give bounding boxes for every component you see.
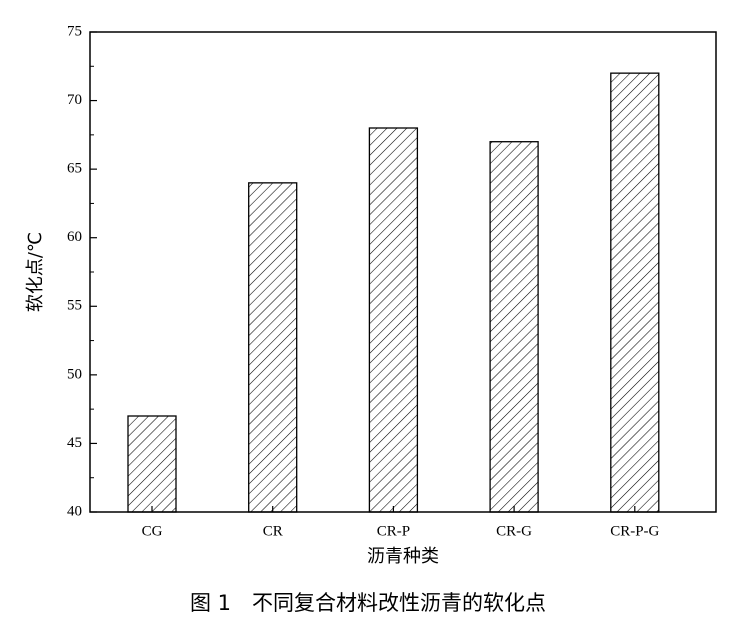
bar (127, 415, 177, 513)
caption: 图 1 不同复合材料改性沥青的软化点 (190, 591, 546, 615)
y-tick-label: 55 (67, 298, 82, 314)
y-tick-label: 70 (67, 92, 82, 108)
y-tick-label: 45 (67, 435, 82, 451)
bar (489, 141, 539, 513)
x-tick-label: CR-P-G (610, 523, 659, 539)
bar (368, 127, 419, 513)
y-axis-label: 软化点/℃ (25, 232, 46, 312)
bar (248, 182, 298, 513)
x-tick-label: CR-G (496, 523, 532, 539)
x-axis-label: 沥青种类 (367, 546, 439, 567)
x-tick-label: CR (263, 523, 283, 539)
x-tick-label: CR-P (377, 523, 410, 539)
y-tick-label: 65 (67, 161, 82, 177)
y-tick-label: 40 (67, 503, 82, 519)
bar (610, 72, 660, 513)
y-tick-label: 75 (67, 23, 82, 39)
y-tick-label: 50 (67, 366, 82, 382)
y-tick-label: 60 (67, 229, 82, 245)
x-tick-label: CG (142, 523, 163, 539)
